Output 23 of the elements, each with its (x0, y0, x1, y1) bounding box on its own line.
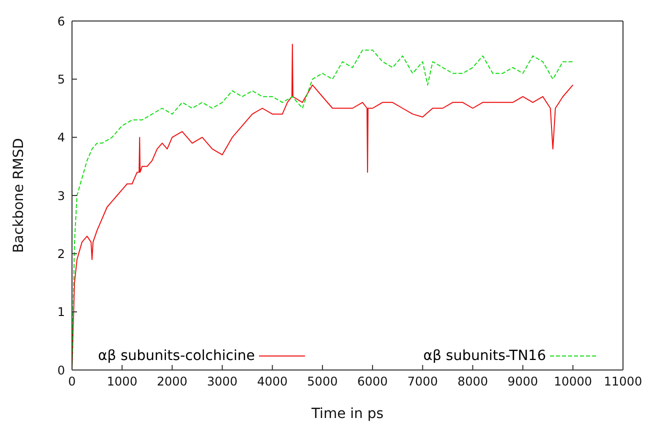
x-tick-label: 9000 (508, 374, 538, 389)
y-tick-label: 6 (57, 14, 65, 28)
legend-label: αβ subunits-colchicine (98, 348, 255, 364)
x-axis-title: Time in ps (310, 406, 384, 422)
x-tick-label: 3000 (207, 374, 238, 389)
x-tick-label: 0 (68, 374, 76, 389)
x-tick-label: 2000 (156, 374, 188, 389)
y-tick-label: 3 (57, 188, 65, 203)
y-tick-label: 1 (57, 305, 65, 320)
x-tick-label: 4000 (257, 374, 288, 389)
x-tick-label: 1000 (106, 374, 138, 389)
x-tick-label: 5000 (307, 374, 338, 389)
y-tick-label: 4 (57, 130, 65, 145)
x-tick-label: 11000 (604, 374, 642, 389)
legend-label: αβ subunits-TN16 (423, 348, 546, 364)
y-tick-label: 5 (57, 72, 65, 86)
x-tick-label: 10000 (554, 374, 592, 389)
y-tick-label: 0 (57, 363, 65, 378)
y-axis-title: Backbone RMSD (10, 138, 27, 253)
y-tick-label: 2 (57, 246, 65, 261)
x-tick-label: 6000 (357, 374, 388, 389)
x-tick-label: 7000 (407, 374, 438, 389)
x-tick-label: 8000 (457, 374, 488, 389)
